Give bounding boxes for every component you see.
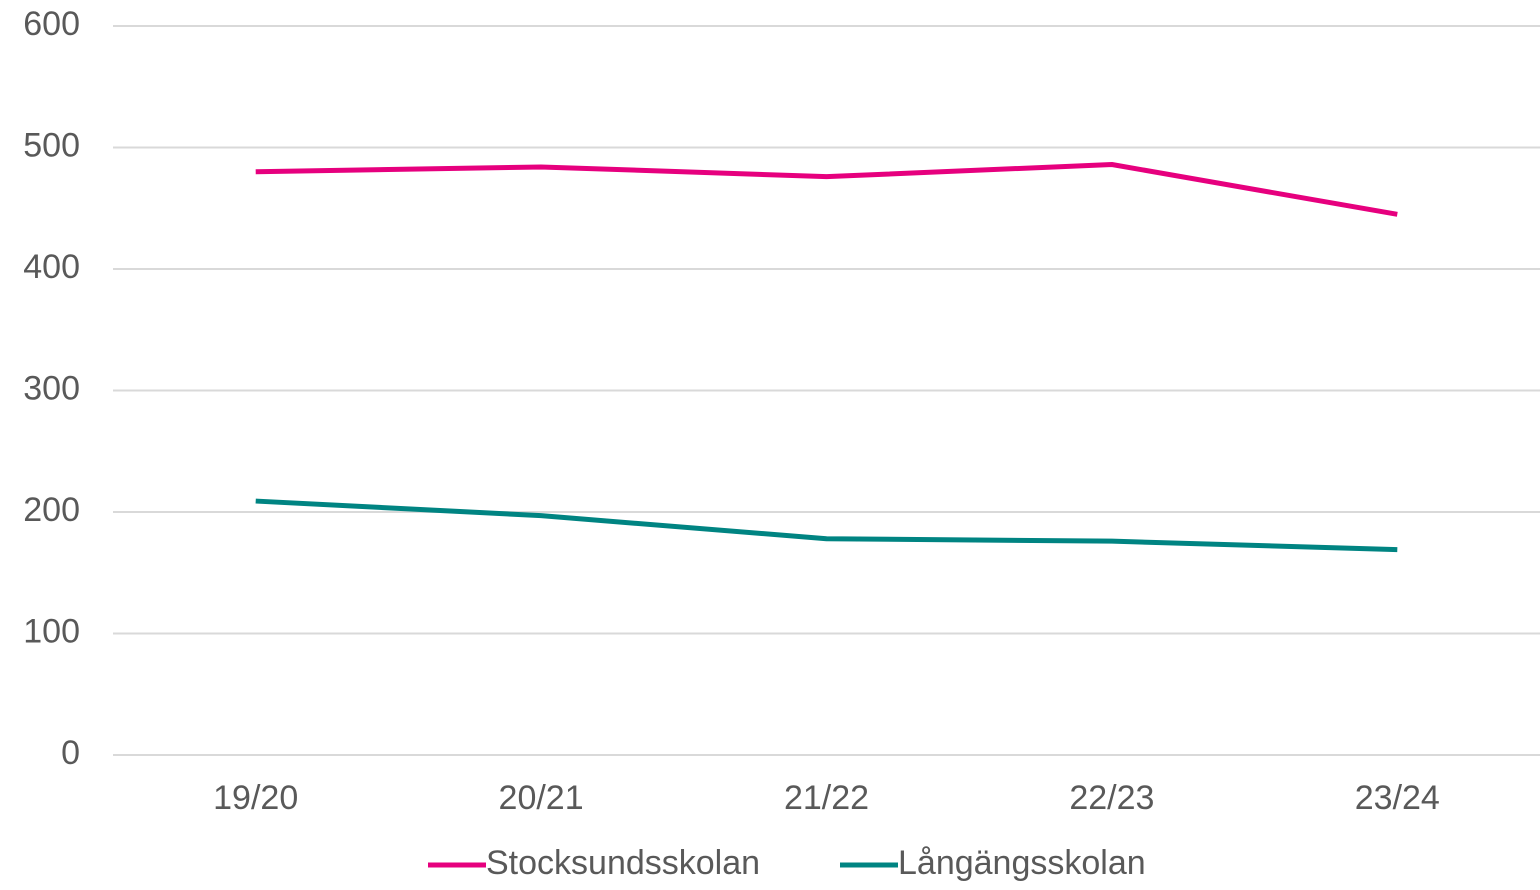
y-tick-label: 600 (23, 5, 80, 43)
legend-label: Stocksundsskolan (486, 844, 760, 882)
y-tick-label: 0 (61, 734, 80, 772)
y-tick-label: 200 (23, 491, 80, 529)
x-tick-label: 22/23 (1069, 779, 1154, 817)
y-tick-label: 400 (23, 248, 80, 286)
x-tick-label: 21/22 (784, 779, 869, 817)
y-tick-label: 500 (23, 126, 80, 164)
x-tick-label: 19/20 (213, 779, 298, 817)
x-tick-label: 23/24 (1355, 779, 1440, 817)
y-tick-label: 100 (23, 612, 80, 650)
legend-label: Långängsskolan (898, 844, 1146, 882)
x-tick-label: 20/21 (499, 779, 584, 817)
y-tick-label: 300 (23, 369, 80, 407)
line (255, 498, 1398, 553)
line (255, 162, 1398, 217)
